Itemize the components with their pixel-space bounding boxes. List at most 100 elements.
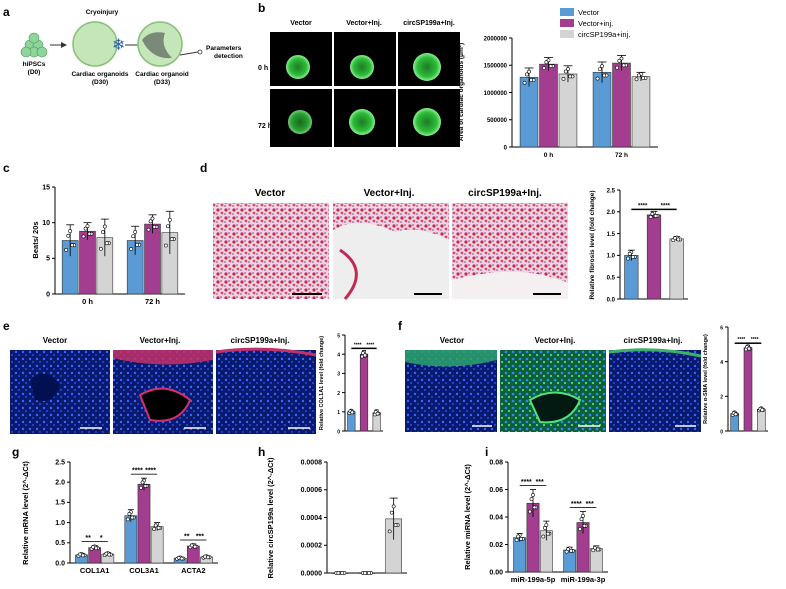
b-col-vector: Vector — [290, 20, 312, 27]
bar-b-0-0 — [519, 76, 539, 148]
data-point — [597, 67, 602, 72]
e-col-inj: Vector+Inj. — [140, 336, 181, 345]
data-point — [579, 517, 584, 522]
data-point — [600, 64, 604, 69]
bar-b-0-1 — [539, 63, 558, 148]
bar-g-1-1 — [137, 483, 151, 564]
data-point — [179, 556, 184, 561]
data-point — [631, 255, 635, 259]
bar-e-1 — [359, 353, 369, 432]
data-point — [566, 547, 571, 552]
data-point — [146, 227, 151, 232]
charts-layer: 0 500000 1000000 1500000 2000000 Area of card… — [21, 8, 768, 584]
data-point — [516, 534, 521, 539]
bar-b-0-2 — [558, 73, 578, 148]
y-tick-label: 2000000 — [484, 36, 508, 42]
y-axis-label: Relative mRNA level (2^-ΔCt) — [21, 461, 30, 565]
sig-label: **** — [354, 342, 362, 348]
data-point — [626, 256, 630, 261]
y-tick-label: 1 — [337, 410, 340, 416]
y-tick-label: 15 — [42, 184, 50, 191]
d30-label: (D30) — [92, 79, 108, 86]
data-point — [101, 230, 105, 234]
y-tick-label: 0 — [720, 429, 723, 435]
y-axis-label: Relative circSP199a level (2^-ΔCt) — [266, 457, 275, 579]
data-point — [528, 509, 532, 514]
y-axis-label: Beats/ 20s — [31, 221, 40, 258]
bar-c-1-1 — [144, 223, 161, 295]
data-point — [673, 236, 677, 241]
y-tick-label: 0.08 — [489, 459, 503, 466]
y-tick-label: 2.5 — [607, 188, 616, 194]
b-col-circ: circSP199a+Inj. — [403, 20, 455, 27]
data-point — [527, 69, 531, 74]
legend-label: Vector — [578, 8, 600, 17]
data-point — [393, 523, 398, 528]
sig-label: **** — [571, 501, 582, 508]
data-point — [676, 237, 681, 242]
y-tick-label: 5 — [337, 333, 340, 339]
data-point — [619, 56, 624, 61]
data-point — [153, 523, 158, 528]
data-point — [733, 412, 738, 417]
data-point — [621, 63, 626, 68]
b-images — [270, 32, 460, 147]
x-tick-label: miR-199a-3p — [561, 575, 606, 584]
data-point — [156, 525, 161, 530]
co33-label: Cardiac organoid — [135, 71, 188, 78]
data-point — [760, 407, 765, 412]
sig-label: ** — [184, 534, 190, 541]
endpoint-dot-icon — [197, 49, 203, 55]
data-point — [514, 538, 519, 543]
data-point — [634, 77, 639, 82]
y-tick-label: 10 — [42, 220, 50, 227]
data-point — [125, 517, 130, 522]
data-point — [641, 76, 646, 80]
y-tick-label: 4 — [720, 360, 723, 366]
data-point — [545, 531, 550, 536]
panel-letter-a: a — [3, 5, 10, 19]
data-point — [648, 215, 653, 219]
panel-a-schematic: hiPSCs (D0) Cryoinjury ❄ Cardiac organoi… — [20, 9, 243, 86]
data-point — [85, 224, 90, 228]
y-tick-label: 0.0000 — [301, 570, 323, 577]
data-point — [522, 80, 527, 85]
data-point — [81, 234, 86, 239]
bar-f-1 — [743, 347, 753, 432]
sig-label: * — [100, 535, 103, 542]
bar-c-0-1 — [79, 230, 96, 295]
data-point — [542, 66, 546, 70]
data-point — [167, 217, 172, 222]
data-point — [582, 523, 587, 528]
snowflake-icon: ❄ — [112, 37, 125, 54]
injury-region-icon — [142, 32, 172, 59]
sig-label: *** — [196, 534, 204, 541]
y-tick-label: 0.5 — [55, 540, 65, 547]
y-tick-label: 0.04 — [489, 514, 503, 521]
data-point — [592, 545, 597, 550]
data-point — [650, 211, 655, 216]
panel-letter-i: i — [485, 445, 488, 459]
y-tick-label: 0.0 — [607, 297, 616, 303]
x-tick-label: miR-199a-5p — [511, 575, 556, 584]
e-col-circ: circSP199a+Inj. — [231, 336, 290, 345]
data-point — [70, 243, 74, 248]
bar-b-1-2 — [631, 76, 651, 148]
data-point — [542, 525, 547, 530]
f-col-circ: circSP199a+Inj. — [624, 336, 683, 345]
y-tick-label: 6 — [720, 325, 723, 331]
d33-label: (D33) — [154, 79, 170, 86]
y-axis-label: Relative miRNA level (2^-ΔCt) — [463, 464, 472, 570]
y-tick-label: 0.0004 — [301, 515, 323, 522]
panel-letter-g: g — [12, 445, 19, 459]
legend-swatch — [560, 30, 574, 38]
b-row-0h: 0 h — [258, 65, 268, 72]
data-point — [544, 523, 549, 527]
d-col-inj: Vector+Inj. — [364, 188, 415, 199]
x-tick-label: 0 h — [82, 297, 93, 306]
data-point — [206, 555, 210, 560]
sig-label: ** — [85, 535, 91, 542]
panel-letter-e: e — [3, 319, 10, 333]
sig-label: **** — [366, 342, 374, 348]
